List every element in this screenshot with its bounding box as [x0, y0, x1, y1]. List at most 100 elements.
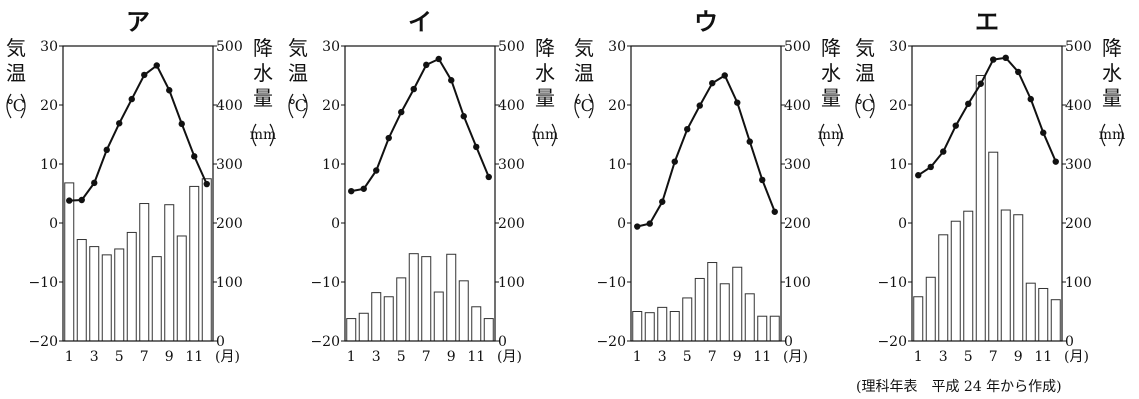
temperature-point: [435, 55, 442, 63]
precipitation-bar: [950, 220, 961, 342]
precipitation-bar: [732, 266, 743, 342]
precip-tick-label: 500: [216, 39, 243, 55]
precipitation-bar: [421, 256, 432, 342]
month-unit-label: (月): [1064, 349, 1089, 365]
precip-tick-label: 300: [216, 157, 243, 173]
plot-frame: [344, 45, 496, 342]
month-tick-label: 5: [115, 349, 124, 365]
temperature-point: [91, 179, 98, 187]
temp-unit-paren-right: [869, 93, 875, 119]
temperature-point: [684, 125, 691, 133]
precipitation-bar: [694, 277, 705, 342]
precipitation-bar: [164, 204, 175, 342]
month-tick-label: 3: [372, 349, 381, 365]
precip-unit-paren-right: [269, 123, 275, 147]
precipitation-bar: [1000, 209, 1011, 342]
precipitation-bar: [408, 253, 419, 342]
precipitation-bar: [644, 312, 655, 342]
temperature-point: [646, 220, 653, 227]
temperature-point: [103, 146, 110, 154]
temperature-point: [141, 71, 148, 79]
temp-axis-label: 温: [574, 61, 594, 85]
precipitation-bar: [669, 311, 680, 342]
precip-unit-label: mm: [1099, 127, 1126, 143]
precipitation-bar: [1038, 287, 1049, 342]
temp-axis-label: 気: [288, 36, 308, 60]
precipitation-bar: [483, 318, 494, 342]
month-tick-label: 7: [422, 349, 431, 365]
month-tick-label: 1: [914, 349, 923, 365]
precip-tick-label: 400: [216, 98, 243, 114]
temperature-line: [917, 56, 1057, 177]
month-tick-label: 1: [347, 349, 356, 365]
precipitation-bar: [769, 315, 780, 342]
temp-unit-label: ℃: [7, 96, 25, 115]
plot-frame: [62, 45, 214, 342]
temperature-point: [940, 148, 947, 155]
temperature-point: [166, 87, 173, 94]
precipitation-bar: [189, 185, 200, 342]
temperature-point: [191, 153, 198, 160]
temp-tick-label: 0: [331, 216, 340, 232]
precip-tick-label: 0: [784, 334, 793, 350]
precip-axis-label: 量: [1102, 86, 1122, 110]
precipitation-bar: [176, 235, 187, 342]
temp-unit-label: ℃: [575, 96, 593, 115]
precip-tick-label: 200: [1065, 216, 1092, 232]
precip-tick-label: 100: [784, 275, 811, 291]
temperature-point: [965, 100, 972, 108]
temp-axis-label: 温: [6, 61, 26, 85]
precipitation-bar: [346, 318, 357, 342]
temp-tick-label: −10: [596, 275, 626, 291]
precip-tick-label: 400: [784, 98, 811, 114]
temp-unit-paren-right: [302, 93, 308, 119]
temp-tick-label: −20: [596, 334, 626, 350]
precip-tick-label: 0: [1065, 334, 1074, 350]
temperature-point: [473, 143, 480, 151]
temp-unit-label: ℃: [856, 96, 874, 115]
temperature-line: [69, 63, 208, 202]
precip-tick-label: 100: [216, 275, 243, 291]
precipitation-bar: [1050, 299, 1061, 342]
temp-tick-label: −10: [28, 275, 58, 291]
month-tick-label: 1: [65, 349, 74, 365]
temp-tick-label: −10: [310, 275, 340, 291]
temp-axis-label: 温: [288, 61, 308, 85]
temp-tick-label: 10: [40, 157, 58, 173]
temp-unit-paren-right: [588, 93, 594, 119]
temp-tick-label: −20: [28, 334, 58, 350]
temp-axis-label: 気: [855, 36, 875, 60]
temperature-line: [637, 74, 776, 228]
precipitation-bar: [371, 292, 382, 342]
source-note: (理科年表 平成 24 年から作成): [856, 379, 1062, 395]
month-tick-label: 3: [939, 349, 948, 365]
precip-tick-label: 300: [784, 157, 811, 173]
month-tick-label: 9: [733, 349, 742, 365]
temperature-point: [385, 134, 392, 142]
precipitation-bar: [1013, 214, 1024, 342]
precipitation-bar: [358, 312, 369, 342]
temp-tick-label: −20: [877, 334, 907, 350]
temperature-point: [153, 62, 160, 69]
precip-unit-paren-left: [819, 123, 825, 147]
temp-tick-label: 20: [40, 98, 58, 114]
precip-unit-paren-right: [551, 123, 557, 147]
temperature-point: [634, 223, 641, 230]
chart-title: イ: [408, 8, 432, 36]
temperature-point: [1052, 158, 1059, 165]
temperature-point: [398, 108, 405, 116]
precip-axis-label: 降: [821, 36, 841, 60]
temperature-point: [66, 197, 73, 204]
precipitation-bar: [963, 210, 974, 342]
temperature-point: [178, 120, 185, 128]
precipitation-bar: [126, 231, 137, 342]
temperature-point: [485, 173, 492, 181]
precipitation-bar: [975, 75, 986, 342]
precipitation-bar: [913, 296, 924, 342]
temp-unit-paren-left: [855, 93, 861, 119]
temp-tick-label: 30: [889, 39, 907, 55]
precipitation-bar: [89, 246, 100, 342]
precip-tick-label: 300: [498, 157, 525, 173]
temperature-point: [915, 172, 922, 179]
